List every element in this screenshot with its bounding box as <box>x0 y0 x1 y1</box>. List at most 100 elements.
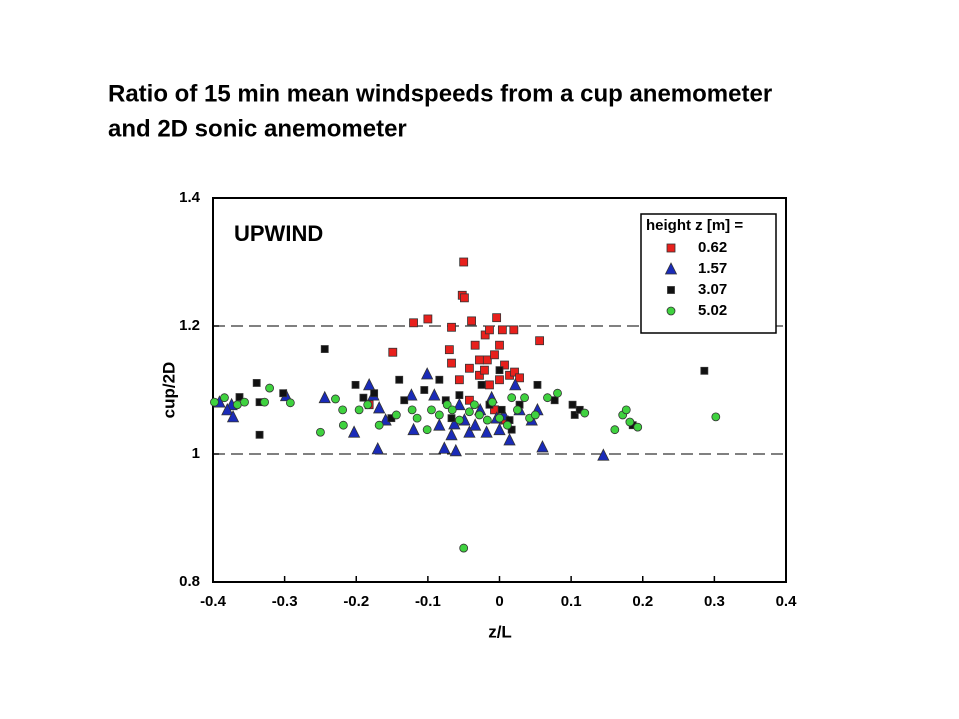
point <box>465 407 474 417</box>
point <box>438 441 451 454</box>
point <box>220 393 229 403</box>
x-tick-label: 0 <box>495 593 503 610</box>
point <box>412 413 422 423</box>
point <box>331 394 340 404</box>
point <box>373 401 386 414</box>
point <box>252 379 261 387</box>
point <box>347 425 361 438</box>
point <box>530 410 540 420</box>
point <box>421 367 434 380</box>
legend-marker <box>666 243 676 253</box>
point <box>495 413 504 423</box>
point <box>351 380 360 389</box>
x-tick-label: -0.2 <box>343 593 369 610</box>
point <box>255 430 264 439</box>
point <box>597 448 610 461</box>
point <box>400 396 409 405</box>
point <box>409 318 418 328</box>
x-axis-label: z/L <box>488 622 512 641</box>
point <box>625 417 635 427</box>
point <box>515 373 524 383</box>
point <box>469 418 482 431</box>
annotation: UPWIND <box>234 221 323 246</box>
point <box>568 400 577 409</box>
point <box>467 316 476 326</box>
point <box>553 388 562 398</box>
point <box>434 410 444 420</box>
point <box>362 377 376 391</box>
legend-box <box>640 213 777 334</box>
point <box>454 375 464 385</box>
point <box>363 400 373 410</box>
point <box>447 414 456 423</box>
x-tick-label: -0.1 <box>415 593 441 610</box>
point <box>285 398 295 408</box>
point <box>407 405 417 415</box>
x-tick-label: -0.4 <box>200 593 227 610</box>
point <box>391 410 401 420</box>
point <box>475 355 484 365</box>
point <box>240 397 249 407</box>
point <box>500 360 509 370</box>
point <box>427 405 436 415</box>
y-tick-label: 1 <box>192 445 200 462</box>
point <box>370 389 379 398</box>
point <box>395 375 404 384</box>
point <box>610 425 620 435</box>
point <box>711 412 721 422</box>
point <box>503 433 516 446</box>
point <box>338 405 348 415</box>
point <box>475 370 484 380</box>
point <box>536 440 549 453</box>
point <box>470 400 479 410</box>
point <box>445 427 458 441</box>
point <box>621 405 631 415</box>
point <box>490 350 499 360</box>
x-tick-label: 0.1 <box>561 593 582 610</box>
point <box>444 345 454 355</box>
legend-label: 1.57 <box>698 260 727 277</box>
point <box>433 418 446 431</box>
x-tick-label: 0.3 <box>704 593 725 610</box>
point <box>497 405 506 414</box>
point <box>235 393 244 401</box>
point <box>316 427 325 437</box>
y-tick-label: 1.4 <box>179 189 201 206</box>
point <box>374 420 384 430</box>
point <box>570 411 579 419</box>
point <box>459 543 469 553</box>
point <box>371 441 384 455</box>
point <box>509 377 522 391</box>
point <box>495 340 504 350</box>
point <box>465 395 474 405</box>
point <box>226 409 240 423</box>
x-tick-label: 0.4 <box>776 593 798 610</box>
point <box>633 422 643 432</box>
point <box>447 358 456 368</box>
point <box>495 366 504 375</box>
point <box>470 340 480 350</box>
legend-label: 5.02 <box>698 302 727 319</box>
point <box>449 443 462 457</box>
point <box>580 408 590 418</box>
point <box>210 397 219 407</box>
point <box>482 355 492 365</box>
point <box>495 375 504 385</box>
point <box>318 390 331 404</box>
point <box>543 393 552 403</box>
point <box>453 397 466 411</box>
point <box>502 420 512 430</box>
point <box>482 415 492 425</box>
point <box>420 386 429 394</box>
point <box>460 293 469 303</box>
point <box>477 380 486 389</box>
point <box>480 425 493 438</box>
point <box>507 393 517 403</box>
chart-title: Ratio of 15 min mean windspeeds from a c… <box>108 80 772 107</box>
x-tick-label: -0.3 <box>272 593 298 610</box>
point <box>388 347 398 357</box>
point <box>338 420 348 430</box>
point <box>459 257 469 267</box>
point <box>320 345 329 353</box>
